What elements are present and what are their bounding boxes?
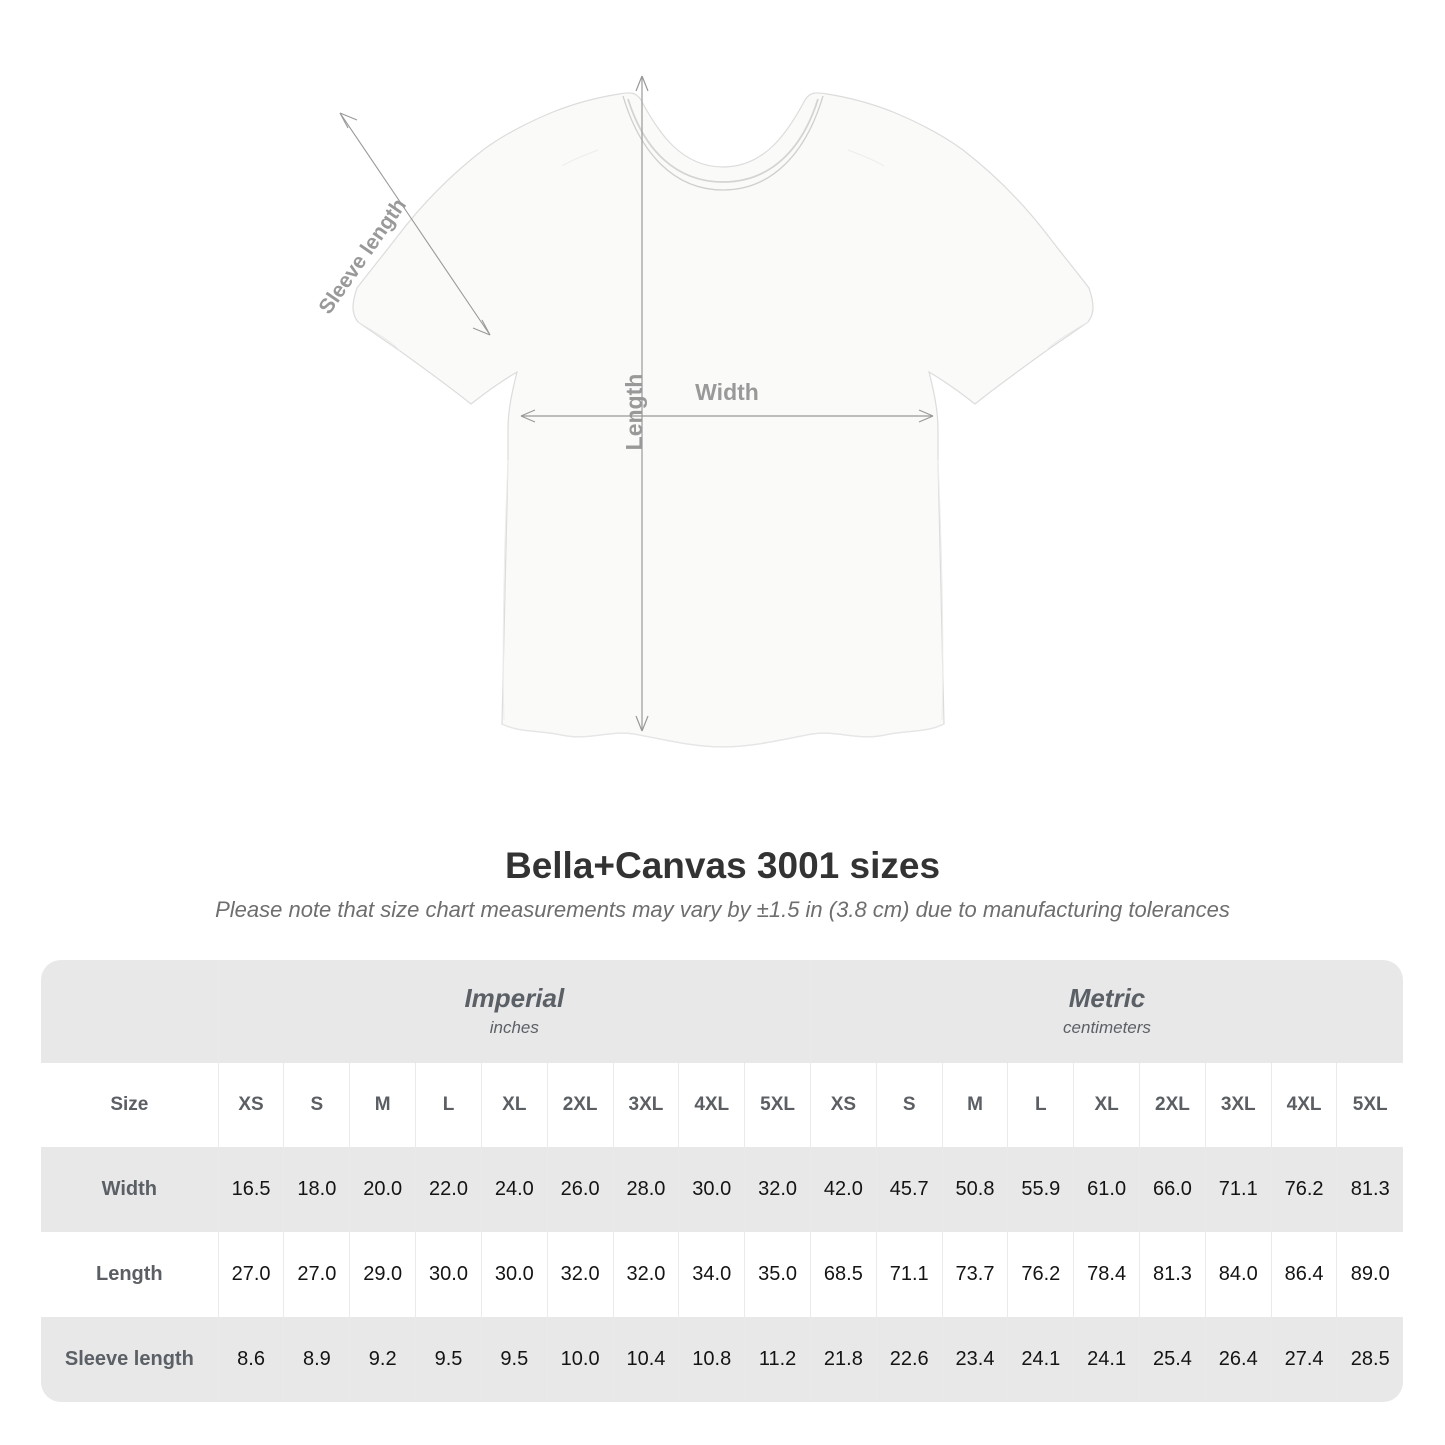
svg-text:Width: Width: [695, 379, 759, 405]
svg-text:Length: Length: [621, 374, 647, 451]
